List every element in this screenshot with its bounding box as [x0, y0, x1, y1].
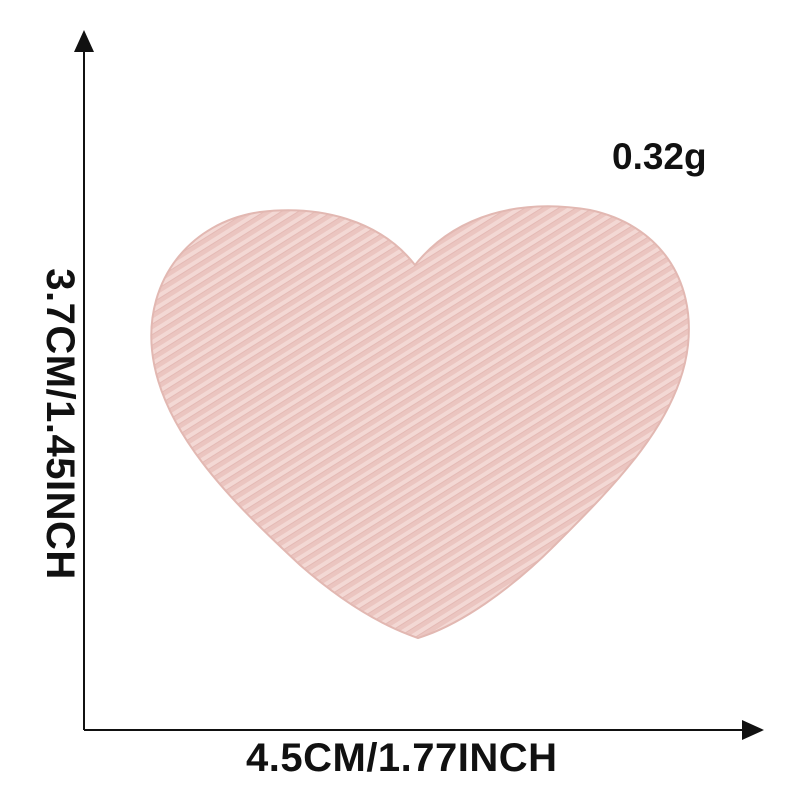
height-axis-arrow-icon [74, 30, 94, 52]
width-dimension-label: 4.5CM/1.77INCH [246, 736, 558, 780]
heart-shape [150, 205, 690, 640]
weight-label: 0.32g [612, 136, 707, 177]
width-axis-arrow-icon [742, 720, 764, 740]
height-dimension-label: 3.7CM/1.45INCH [38, 268, 82, 580]
